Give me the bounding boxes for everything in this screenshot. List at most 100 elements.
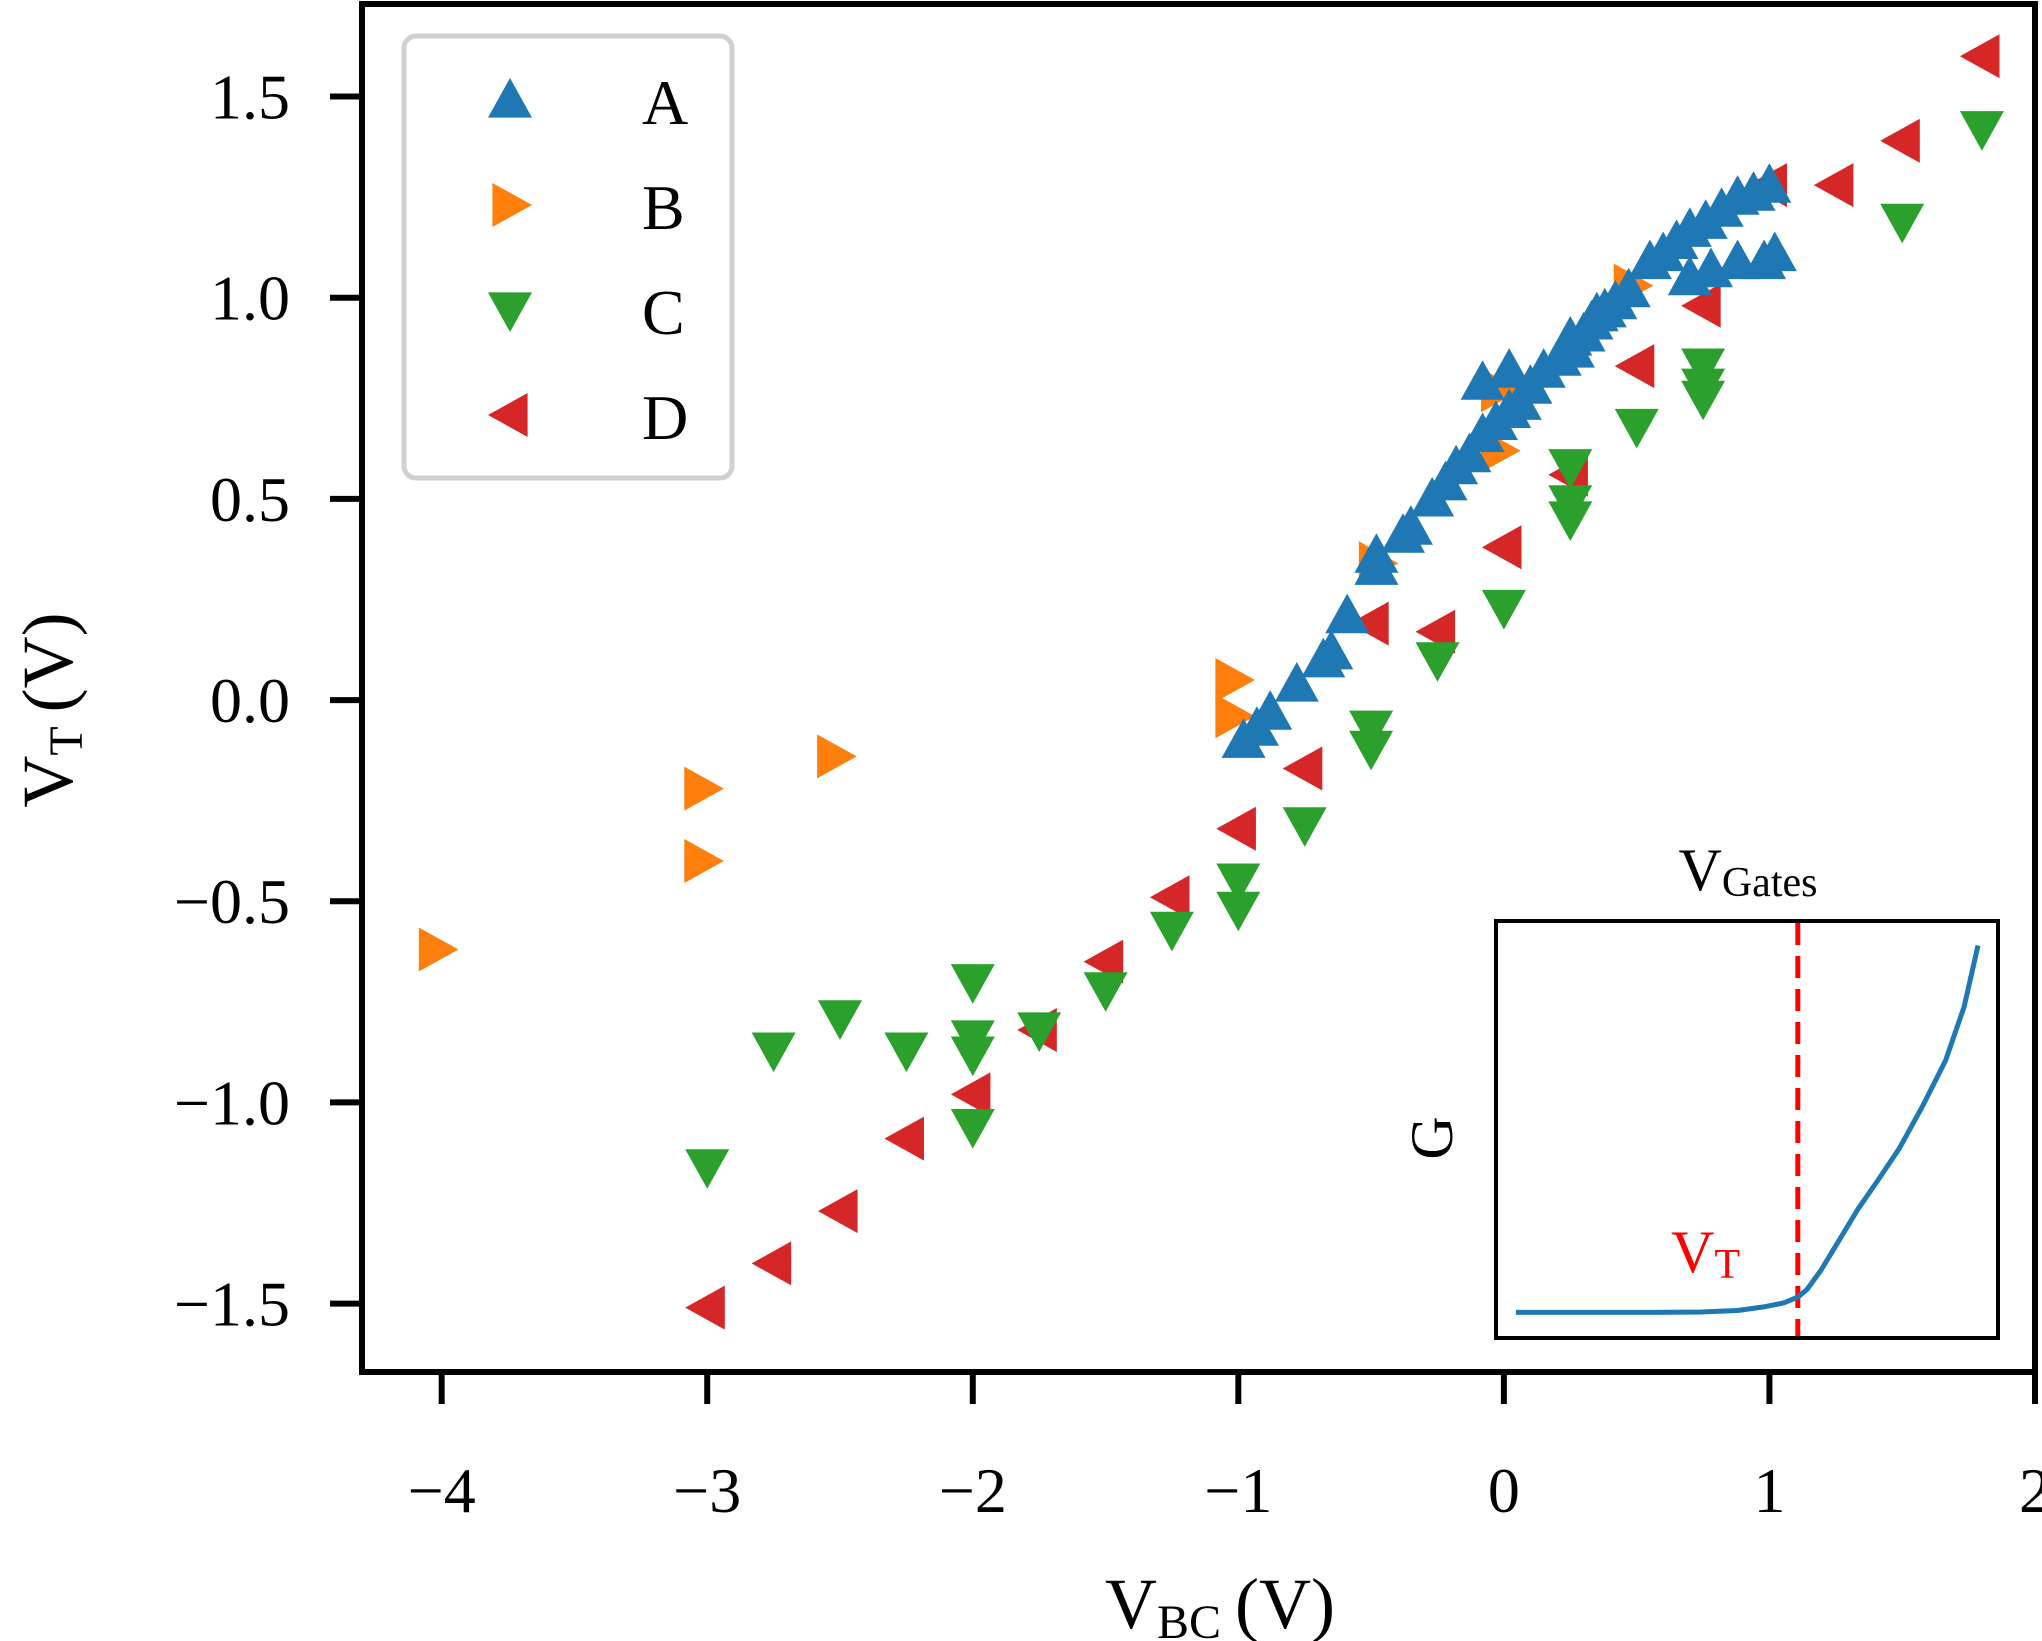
- legend-label-D: D: [642, 382, 688, 453]
- data-point: [1216, 806, 1256, 851]
- x-axis: −4 −3 −2 −1 0 1 2: [408, 1372, 2042, 1526]
- data-point: [1415, 642, 1460, 682]
- legend-label-B: B: [642, 172, 685, 243]
- x-tick-label: −3: [673, 1455, 741, 1526]
- x-tick-label: 1: [1753, 1455, 1785, 1526]
- data-point: [1083, 972, 1128, 1012]
- x-axis-label-unit: (V): [1235, 1564, 1335, 1641]
- data-point: [1349, 730, 1394, 771]
- data-point: [1548, 449, 1593, 489]
- legend-box: [401, 33, 735, 481]
- series-C: [685, 111, 2004, 1189]
- y-tick-label: 0.0: [210, 665, 290, 736]
- data-point: [1149, 875, 1190, 920]
- data-point: [1614, 344, 1655, 389]
- data-point: [1274, 662, 1319, 702]
- data-point: [1959, 111, 2004, 151]
- data-point: [1959, 34, 2000, 79]
- data-point: [1216, 863, 1261, 904]
- data-point: [684, 766, 724, 811]
- data-point: [950, 1036, 995, 1077]
- data-point: [1017, 1012, 1062, 1052]
- y-tick-label: 1.0: [210, 263, 290, 334]
- data-point: [884, 1116, 924, 1161]
- data-point: [1548, 501, 1593, 541]
- y-axis-label: VT (V): [8, 612, 93, 807]
- data-point: [1606, 267, 1651, 308]
- legend-marker-A: [488, 78, 532, 118]
- data-point: [884, 1032, 929, 1073]
- inset-threshold-label: VT: [1671, 1219, 1740, 1288]
- data-point: [1880, 203, 1925, 244]
- data-point: [1481, 525, 1522, 570]
- data-point: [818, 1189, 858, 1234]
- y-tick-label: −0.5: [174, 866, 290, 937]
- data-point: [1880, 118, 1920, 163]
- data-point: [950, 1109, 995, 1149]
- data-point: [1388, 505, 1433, 545]
- data-point: [418, 927, 459, 972]
- data-point: [1216, 891, 1261, 932]
- data-point: [751, 1032, 796, 1073]
- data-point: [685, 1285, 725, 1330]
- data-point: [1487, 348, 1532, 388]
- x-tick-label: −2: [939, 1455, 1007, 1526]
- x-tick-label: 2: [2019, 1455, 2042, 1526]
- data-point: [684, 839, 724, 883]
- inset-title-sub: Gates: [1722, 860, 1818, 906]
- inset-frame: [1494, 919, 2000, 1340]
- data-point: [950, 964, 995, 1004]
- y-axis-label-sub: T: [40, 726, 93, 755]
- data-point: [950, 1072, 991, 1117]
- data-point: [1614, 408, 1659, 449]
- y-axis: −1.5 −1.0 −0.5 0.0 0.5 1.0 1.5: [174, 62, 362, 1340]
- data-point: [1282, 807, 1327, 847]
- data-point: [1309, 629, 1354, 670]
- data-point: [1574, 291, 1619, 332]
- x-axis-label-main: V: [1105, 1564, 1157, 1641]
- x-tick-label: 0: [1488, 1455, 1520, 1526]
- y-tick-label: 0.5: [210, 464, 290, 535]
- plot-area: [359, 1, 2038, 1375]
- data-point: [1349, 601, 1389, 646]
- data-point: [1481, 589, 1526, 630]
- plot-frame: [359, 1, 2038, 1375]
- y-axis-label-main: V: [8, 756, 88, 808]
- inset-y-label: G: [1399, 1116, 1465, 1159]
- inset-title: VGates: [1679, 837, 1818, 906]
- data-point: [1282, 746, 1323, 791]
- data-point: [1681, 348, 1726, 389]
- data-point: [1354, 533, 1399, 573]
- data-point: [1548, 316, 1593, 356]
- data-point: [1215, 658, 1255, 702]
- x-axis-label-sub: BC: [1157, 1596, 1221, 1641]
- legend-label-C: C: [642, 277, 685, 348]
- legend-marker-B: [492, 183, 532, 227]
- inset-threshold-label-main: V: [1671, 1219, 1714, 1285]
- legend-marker-C: [488, 292, 532, 332]
- y-tick-label: −1.5: [174, 1269, 290, 1340]
- legend-marker-D: [488, 393, 528, 437]
- data-point: [1325, 593, 1370, 634]
- x-axis-label: VBC (V): [1105, 1564, 1335, 1641]
- inset-threshold-label-sub: T: [1714, 1242, 1740, 1288]
- y-tick-label: 1.5: [210, 62, 290, 133]
- data-point: [818, 1000, 862, 1040]
- data-point: [1447, 432, 1492, 473]
- data-point: [817, 734, 857, 779]
- data-point: [685, 1149, 730, 1189]
- inset-curve: [1516, 945, 1981, 1315]
- data-point: [1813, 163, 1854, 208]
- legend-label-A: A: [642, 67, 688, 138]
- data-point: [751, 1241, 792, 1286]
- y-tick-label: −1.0: [174, 1067, 290, 1138]
- data-point: [1349, 710, 1394, 751]
- inset-title-main: V: [1679, 837, 1722, 903]
- inset-plot: VGates G VT: [1399, 837, 2000, 1340]
- series-A: [1221, 163, 1797, 758]
- x-tick-label: −4: [408, 1455, 476, 1526]
- data-point: [1747, 163, 1792, 203]
- data-point: [1752, 231, 1797, 272]
